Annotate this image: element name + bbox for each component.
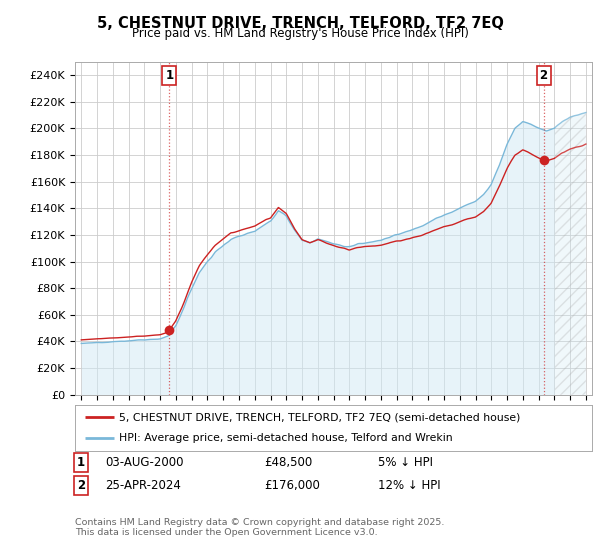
Text: 2: 2 xyxy=(77,479,85,492)
Text: 5, CHESTNUT DRIVE, TRENCH, TELFORD, TF2 7EQ (semi-detached house): 5, CHESTNUT DRIVE, TRENCH, TELFORD, TF2 … xyxy=(119,412,520,422)
Text: 1: 1 xyxy=(77,456,85,469)
Text: HPI: Average price, semi-detached house, Telford and Wrekin: HPI: Average price, semi-detached house,… xyxy=(119,433,452,444)
Text: 2: 2 xyxy=(539,69,548,82)
Text: 5% ↓ HPI: 5% ↓ HPI xyxy=(378,456,433,469)
Text: 1: 1 xyxy=(165,69,173,82)
Text: 25-APR-2024: 25-APR-2024 xyxy=(105,479,181,492)
Text: £48,500: £48,500 xyxy=(264,456,312,469)
Text: Price paid vs. HM Land Registry's House Price Index (HPI): Price paid vs. HM Land Registry's House … xyxy=(131,27,469,40)
Text: £176,000: £176,000 xyxy=(264,479,320,492)
Text: 5, CHESTNUT DRIVE, TRENCH, TELFORD, TF2 7EQ: 5, CHESTNUT DRIVE, TRENCH, TELFORD, TF2 … xyxy=(97,16,503,31)
Text: 12% ↓ HPI: 12% ↓ HPI xyxy=(378,479,440,492)
Text: Contains HM Land Registry data © Crown copyright and database right 2025.
This d: Contains HM Land Registry data © Crown c… xyxy=(75,518,445,538)
Text: 03-AUG-2000: 03-AUG-2000 xyxy=(105,456,184,469)
